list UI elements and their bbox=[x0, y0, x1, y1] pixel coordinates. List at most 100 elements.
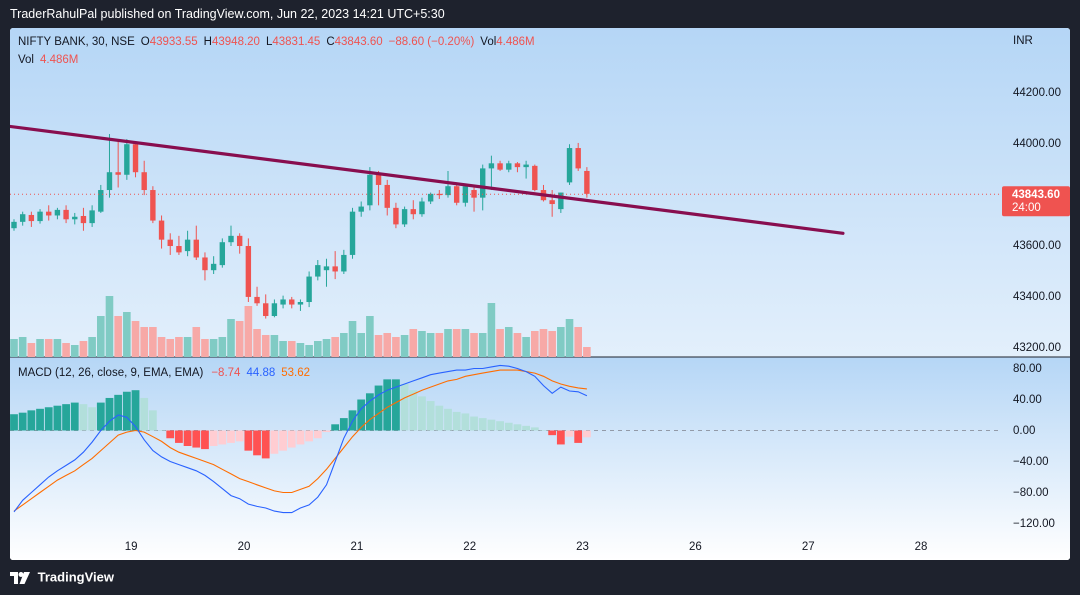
candle-body bbox=[202, 257, 208, 271]
candlesticks bbox=[11, 134, 590, 319]
candle-body bbox=[37, 211, 43, 222]
macd-hist-bar bbox=[175, 430, 183, 443]
candle-body bbox=[323, 266, 330, 271]
open-label: O bbox=[141, 36, 150, 48]
candle-body bbox=[263, 303, 269, 317]
candle-body bbox=[401, 209, 408, 225]
close-value: 43843.60 bbox=[335, 36, 383, 48]
macd-hist-bar bbox=[452, 411, 461, 431]
candle-body bbox=[228, 235, 234, 243]
volume-bar bbox=[287, 341, 296, 357]
time-tick: 23 bbox=[576, 541, 589, 553]
volume-bar bbox=[53, 339, 62, 357]
candle-body bbox=[375, 174, 382, 185]
volume-bar bbox=[348, 321, 357, 357]
macd-hist-bar bbox=[105, 397, 114, 431]
volume-bar bbox=[244, 306, 253, 357]
macd-hist-bar bbox=[287, 430, 296, 448]
volume-bar bbox=[409, 329, 418, 357]
volume-bar bbox=[296, 343, 305, 357]
volume-bar bbox=[426, 333, 435, 357]
trendline[interactable] bbox=[10, 124, 845, 235]
volume-bar bbox=[305, 345, 313, 357]
macd-hist-bar bbox=[548, 430, 557, 436]
macd-signal-value: 53.62 bbox=[281, 367, 310, 379]
macd-hist-bar bbox=[10, 414, 18, 431]
candle-body bbox=[497, 163, 503, 170]
volume-bar bbox=[192, 327, 201, 357]
volume-bar bbox=[418, 331, 426, 357]
volume-bar bbox=[27, 343, 36, 357]
macd-tick: −80.00 bbox=[1013, 487, 1049, 499]
countdown-value: 24:00 bbox=[1012, 202, 1041, 214]
volume-bar bbox=[357, 333, 365, 357]
footer: TradingView bbox=[10, 566, 114, 588]
volume-bar bbox=[374, 335, 383, 357]
candle-body bbox=[532, 165, 538, 191]
macd-hist-bar bbox=[244, 430, 253, 451]
volume-bar bbox=[166, 339, 175, 357]
macd-hist-bar bbox=[279, 430, 287, 451]
macd-hist-bar bbox=[461, 413, 470, 431]
macd-hist-bar bbox=[504, 422, 513, 431]
macd-axis[interactable]: 80.00 40.00 0.00 −40.00 −80.00 −120.00 bbox=[1013, 363, 1055, 530]
candle-body bbox=[315, 265, 321, 277]
volume-bar bbox=[531, 331, 539, 357]
candle-body bbox=[19, 214, 26, 222]
candle-body bbox=[124, 144, 130, 175]
volume-bar bbox=[227, 319, 235, 357]
candle-body bbox=[271, 303, 278, 317]
candle-body bbox=[28, 214, 35, 222]
price-axis[interactable]: 44200.00 44000.00 43600.00 43400.00 4320… bbox=[1013, 87, 1061, 354]
candle-body bbox=[436, 193, 443, 196]
time-tick: 28 bbox=[915, 541, 928, 553]
volume-bar bbox=[539, 329, 548, 357]
candle-body bbox=[523, 164, 529, 168]
macd-hist-bar bbox=[270, 430, 279, 454]
last-price-value: 43843.60 bbox=[1012, 189, 1060, 201]
candle-body bbox=[427, 193, 434, 202]
volume-bar bbox=[218, 337, 227, 357]
candle-body bbox=[106, 172, 113, 191]
candle-body bbox=[89, 210, 95, 224]
candle-body bbox=[332, 266, 338, 272]
volume-bar bbox=[209, 339, 218, 357]
candle-body bbox=[72, 216, 78, 220]
volume-row-label: Vol bbox=[18, 54, 34, 66]
candle-body bbox=[115, 172, 121, 175]
macd-hist-bar bbox=[444, 408, 452, 431]
low-value: 43831.45 bbox=[272, 36, 320, 48]
tradingview-logo-icon bbox=[10, 571, 30, 584]
price-legend: NIFTY BANK, 30, NSE O43933.55 H43948.20 L43… bbox=[18, 36, 535, 66]
candle-body bbox=[506, 163, 512, 170]
macd-hist-bar bbox=[209, 430, 218, 446]
macd-histogram bbox=[10, 379, 591, 459]
volume-bar bbox=[140, 327, 148, 357]
macd-hist-bar bbox=[79, 404, 88, 431]
candle-body bbox=[514, 163, 521, 168]
macd-hist-bar bbox=[392, 379, 400, 431]
volume-bar bbox=[79, 341, 88, 357]
macd-hist-bar bbox=[487, 419, 496, 431]
macd-params-label: MACD (12, 26, close, 9, EMA, EMA) bbox=[18, 367, 204, 379]
macd-hist-bar bbox=[235, 430, 244, 442]
volume-bar bbox=[123, 312, 131, 357]
time-axis[interactable]: 19 20 21 22 23 26 27 28 bbox=[125, 541, 928, 553]
macd-hist-bar bbox=[166, 430, 175, 439]
chart-svg[interactable]: NIFTY BANK, 30, NSE O43933.55 H43948.20 L43… bbox=[10, 28, 1070, 560]
candle-body bbox=[254, 296, 260, 304]
candle-body bbox=[289, 299, 295, 305]
macd-hist-bar bbox=[131, 390, 140, 431]
candle-body bbox=[341, 254, 347, 272]
candle-body bbox=[46, 211, 52, 216]
svg-text:MACD (12, 26, close, 9, EMA, E: MACD (12, 26, close, 9, EMA, EMA) −8.74 44… bbox=[18, 367, 310, 379]
macd-hist-bar bbox=[556, 430, 565, 445]
candle-body bbox=[566, 148, 573, 183]
volume-bar bbox=[18, 337, 27, 357]
chart-area[interactable]: NIFTY BANK, 30, NSE O43933.55 H43948.20 L43… bbox=[10, 28, 1070, 560]
macd-line bbox=[13, 364, 588, 514]
macd-hist-bar bbox=[36, 408, 44, 431]
footer-brand: TradingView bbox=[37, 569, 114, 585]
candle-body bbox=[488, 163, 495, 169]
macd-hist-bar bbox=[96, 402, 105, 431]
